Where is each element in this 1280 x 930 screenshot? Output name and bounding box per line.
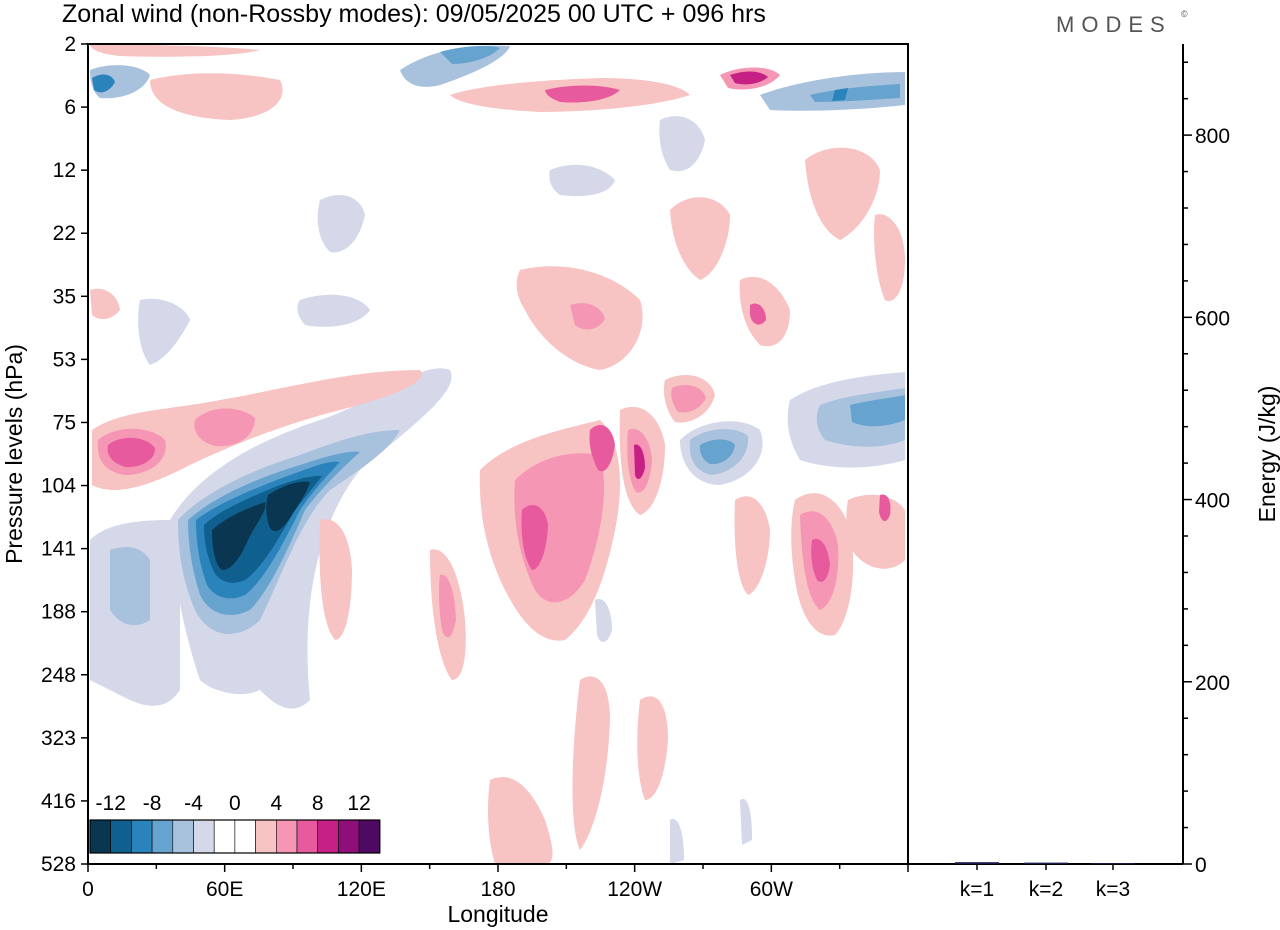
colorbar-cell bbox=[338, 819, 360, 854]
y-tick-label: 75 bbox=[53, 411, 76, 434]
y-tick-label: 22 bbox=[53, 222, 76, 245]
energy-tick-label: 400 bbox=[1195, 490, 1230, 513]
y-tick-label: 323 bbox=[41, 727, 76, 750]
energy-panel: 0 200 400 600 800 k=1 k=2 k=3 bbox=[907, 44, 1230, 901]
colorbar-label: 4 bbox=[270, 792, 282, 815]
energy-x-axis: k=1 k=2 k=3 bbox=[960, 864, 1130, 901]
plot-background bbox=[88, 44, 908, 864]
colorbar-cell bbox=[296, 819, 319, 854]
colorbar-cell bbox=[110, 819, 132, 854]
energy-bar bbox=[1024, 862, 1068, 864]
colorbar-cell bbox=[131, 819, 153, 854]
colorbar-label: 8 bbox=[312, 792, 324, 815]
energy-tick-label: 600 bbox=[1195, 307, 1230, 330]
heatmap-plot bbox=[87, 43, 909, 865]
colorbar-cell bbox=[255, 819, 277, 854]
colorbar-label: 0 bbox=[229, 792, 241, 815]
energy-bar bbox=[1091, 863, 1135, 865]
energy-category-label: k=2 bbox=[1029, 878, 1063, 901]
x-tick-label: 180 bbox=[480, 878, 515, 901]
y-tick-label: 141 bbox=[41, 538, 76, 561]
energy-background bbox=[908, 44, 1183, 864]
energy-y-axis: 0 200 400 600 800 bbox=[1183, 61, 1230, 877]
contour-fill bbox=[90, 44, 905, 864]
y-tick-label: 2 bbox=[64, 33, 76, 56]
y-tick-label: 248 bbox=[41, 664, 76, 687]
colorbar-cell bbox=[234, 819, 256, 854]
energy-category-label: k=1 bbox=[960, 878, 994, 901]
colorbar-frame bbox=[89, 819, 381, 854]
colorbar-cell bbox=[213, 819, 236, 854]
x-tick-label: 0 bbox=[82, 878, 94, 901]
energy-axis-label: Energy (J/kg) bbox=[1254, 386, 1280, 523]
colorbar-cell bbox=[275, 819, 298, 854]
y-tick-label: 104 bbox=[41, 475, 76, 498]
colorbar-cells bbox=[89, 819, 381, 854]
colorbar-label: 12 bbox=[347, 792, 370, 815]
colorbar-cell bbox=[151, 819, 174, 854]
colorbar-cell bbox=[317, 819, 339, 854]
energy-bar bbox=[955, 862, 999, 864]
colorbar: -12 -8 -4 0 4 8 12 bbox=[89, 792, 381, 854]
modes-logo: MODES bbox=[1056, 12, 1172, 37]
x-axis-label: Longitude bbox=[447, 901, 548, 927]
y-axis-pressure: 2 6 12 22 35 53 75 104 141 188 248 323 416 528 bbox=[41, 33, 88, 876]
y-axis-label: Pressure levels (hPa) bbox=[1, 344, 27, 564]
y-tick-label: 528 bbox=[41, 853, 76, 876]
x-tick-label: 60W bbox=[750, 878, 793, 901]
energy-tick-label: 800 bbox=[1195, 125, 1230, 148]
y-tick-label: 416 bbox=[41, 790, 76, 813]
chart-title: Zonal wind (non-Rossby modes): 09/05/202… bbox=[62, 0, 766, 28]
energy-bars bbox=[955, 862, 1135, 865]
colorbar-cell bbox=[172, 819, 194, 854]
colorbar-cell bbox=[89, 819, 112, 854]
energy-tick-label: 200 bbox=[1195, 672, 1230, 695]
logo-mark: © bbox=[1181, 9, 1188, 19]
x-tick-label: 120W bbox=[607, 878, 662, 901]
y-tick-label: 188 bbox=[41, 601, 76, 624]
energy-tick-label: 0 bbox=[1195, 854, 1207, 877]
y-tick-label: 53 bbox=[53, 348, 76, 371]
y-tick-label: 35 bbox=[53, 285, 76, 308]
y-tick-label: 12 bbox=[53, 159, 76, 182]
energy-category-label: k=3 bbox=[1096, 878, 1130, 901]
x-tick-label: 60E bbox=[206, 878, 243, 901]
colorbar-label: -12 bbox=[96, 792, 126, 815]
colorbar-label: -8 bbox=[143, 792, 162, 815]
x-axis-longitude: 0 60E 120E 180 120W 60W bbox=[82, 864, 909, 901]
colorbar-label: -4 bbox=[184, 792, 203, 815]
colorbar-cell bbox=[358, 819, 381, 854]
colorbar-cell bbox=[193, 819, 215, 854]
x-tick-label: 120E bbox=[337, 878, 386, 901]
y-tick-label: 6 bbox=[64, 96, 76, 119]
colorbar-labels: -12 -8 -4 0 4 8 12 bbox=[96, 792, 371, 815]
